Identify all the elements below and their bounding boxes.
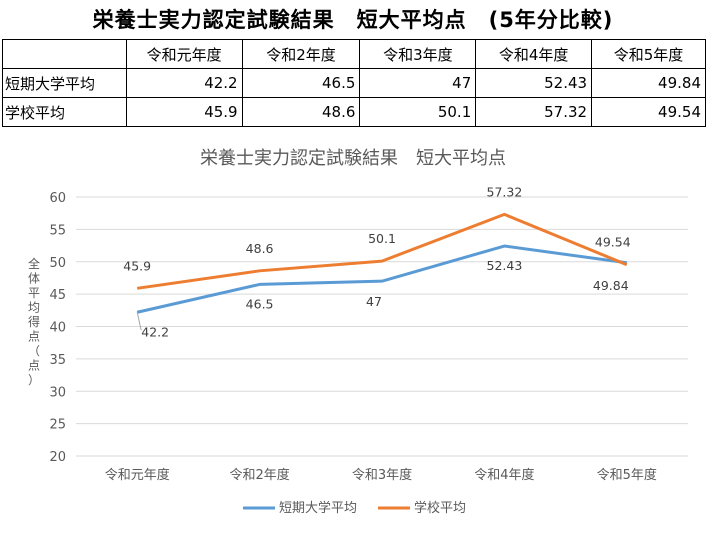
x-tick-label: 令和4年度 [474,467,534,483]
x-tick-label: 令和5年度 [597,467,657,483]
y-axis-label-char: 均 [28,301,40,315]
table-header-cell: 令和4年度 [475,39,593,69]
table-cell: 50.1 [359,97,477,127]
table-cell: 42.2 [125,68,243,98]
legend-label: 短期大学平均 [279,500,357,516]
data-label: 42.2 [141,324,169,339]
data-label: 50.1 [368,231,396,246]
data-label: 48.6 [246,241,274,256]
y-axis-label-char: ） [28,373,40,387]
y-tick-label: 60 [49,191,66,206]
y-axis-label-char: 得 [28,314,40,329]
y-tick-label: 40 [49,321,66,336]
y-tick-label: 20 [49,450,66,465]
series-group [136,212,628,314]
table-header-cell: 令和3年度 [359,39,477,69]
data-label: 45.9 [123,258,151,273]
row-label: 短期大学平均 [2,68,127,98]
x-tick-labels: 令和元年度 令和2年度 令和3年度 令和4年度 令和5年度 [105,467,657,483]
data-label: 46.5 [246,296,274,311]
chart-title: 栄養士実力認定試験結果 短大平均点 [200,148,506,169]
table-row: 短期大学平均 42.2 46.5 47 52.43 49.84 [2,68,706,98]
results-table: 令和元年度 令和2年度 令和3年度 令和4年度 令和5年度 短期大学平均 42.… [2,39,706,127]
table-header-cell: 令和2年度 [241,39,361,69]
table-cell: 49.54 [591,97,706,127]
table-header-cell: 令和元年度 [125,39,243,69]
table-cell: 49.84 [591,68,706,98]
table-cell: 57.32 [475,97,593,127]
y-tick-label: 30 [49,385,66,400]
table-cell: 47 [359,68,477,98]
legend: 短期大学平均 学校平均 [243,500,466,516]
y-axis-label-char: （ [28,344,40,358]
table-header-row: 令和元年度 令和2年度 令和3年度 令和4年度 令和5年度 [2,39,706,69]
series-line [136,244,628,314]
table-cell: 48.6 [241,97,361,127]
y-axis-label-char: 体 [28,272,40,286]
y-tick-label: 50 [49,256,66,271]
x-tick-label: 令和2年度 [229,467,289,483]
y-axis-label-char: 点 [28,330,40,344]
row-label: 学校平均 [2,97,127,127]
data-label: 57.32 [487,184,523,199]
series-line [136,212,628,290]
table-cell: 46.5 [241,68,361,98]
y-axis-label-char: 点 [28,359,40,373]
chart-svg: 栄養士実力認定試験結果 短大平均点 20 25 30 35 40 45 50 55 60 令和元… [28,148,688,516]
data-label: 49.54 [595,235,631,250]
x-tick-label: 令和3年度 [352,467,412,483]
label-leader [136,312,142,331]
y-tick-label: 45 [49,288,66,303]
y-axis-label-char: 全 [28,256,40,271]
page-title: 栄養士実力認定試験結果 短大平均点 (5年分比較) [92,8,614,32]
table-cell: 45.9 [125,97,243,127]
legend-label: 学校平均 [414,500,466,516]
table-row: 学校平均 45.9 48.6 50.1 57.32 49.54 [2,97,706,127]
y-tick-label: 55 [49,223,66,238]
data-label: 47 [366,294,382,309]
table-header-cell [2,39,127,69]
y-axis-label-char: 平 [28,286,40,300]
y-tick-labels: 20 25 30 35 40 45 50 55 60 [49,191,66,465]
table-header-cell: 令和5年度 [591,39,706,69]
data-label: 52.43 [487,258,523,273]
data-label: 49.84 [593,278,629,293]
line-chart: 栄養士実力認定試験結果 短大平均点 20 25 30 35 40 45 50 55 60 令和元… [0,140,706,534]
table-cell: 52.43 [475,68,593,98]
y-tick-label: 25 [49,418,66,433]
gridlines [76,196,688,457]
data-label-group: 42.2 46.5 47 52.43 49.84 45.9 48.6 50.1 57.32 49.… [123,184,630,339]
x-tick-label: 令和元年度 [105,467,170,483]
y-tick-label: 35 [49,353,66,368]
